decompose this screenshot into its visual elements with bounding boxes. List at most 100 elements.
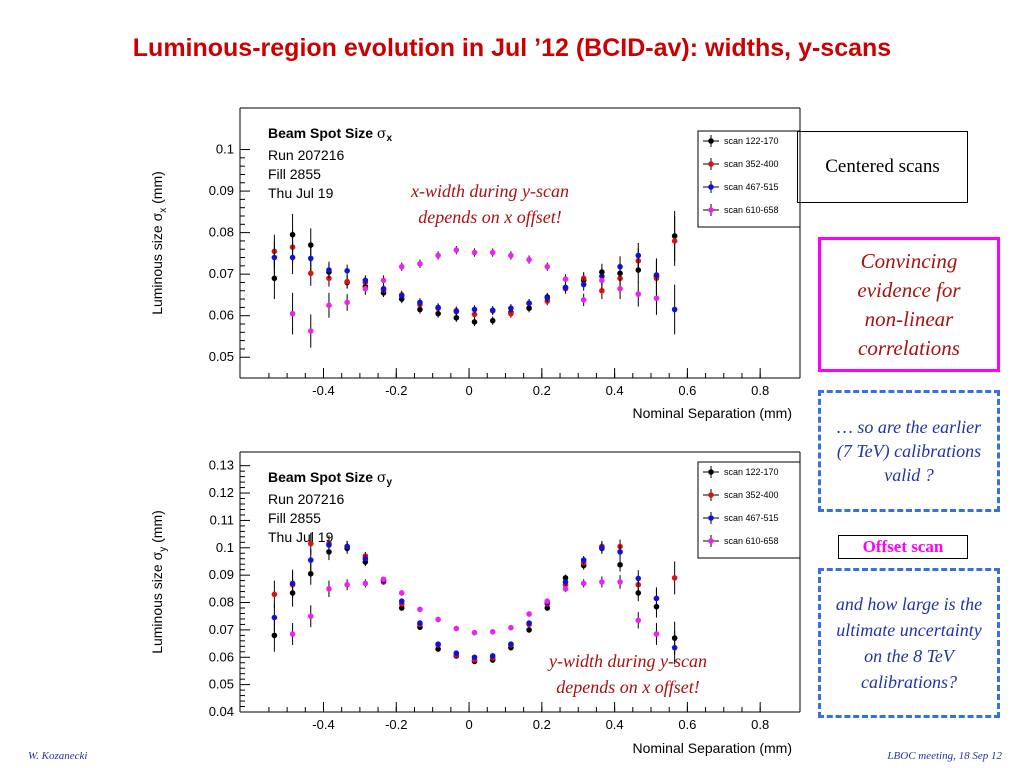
x-tick-label: -0.4 xyxy=(312,383,334,398)
data-point xyxy=(617,561,623,568)
plot-info-line: Run 207216 xyxy=(268,491,345,507)
data-point xyxy=(562,575,569,581)
data-point xyxy=(489,249,496,256)
data-point xyxy=(562,579,569,585)
x-width-note: x-width during y-scan depends on x offse… xyxy=(370,178,610,230)
x-tick-label: 0.2 xyxy=(533,717,551,732)
data-point xyxy=(435,641,441,647)
x-tick-label: 0.4 xyxy=(606,717,624,732)
data-point xyxy=(417,306,423,313)
data-point xyxy=(599,287,605,294)
data-point xyxy=(580,297,587,303)
convincing-line-3: non-linear xyxy=(864,306,954,331)
centered-scans-box: Centered scans xyxy=(797,131,968,203)
data-point xyxy=(471,319,478,325)
data-point xyxy=(398,292,405,299)
y-tick-label: 0.06 xyxy=(209,308,234,323)
legend-entry: scan 610-658 xyxy=(724,536,779,546)
data-point xyxy=(544,605,551,611)
data-point xyxy=(544,263,551,270)
data-point xyxy=(362,285,369,292)
data-point xyxy=(307,540,314,547)
calibrations-valid-text: … so are the earlier (7 TeV) calibration… xyxy=(836,417,982,485)
uncertainty-box: and how large is the ultimate uncertaint… xyxy=(818,568,1000,718)
data-point xyxy=(580,580,587,587)
y-width-note: y-width during y-scan depends on x offse… xyxy=(512,648,744,700)
data-point xyxy=(617,579,623,585)
legend-marker xyxy=(708,515,714,521)
legend-marker xyxy=(708,138,714,144)
data-point xyxy=(435,616,441,623)
data-point xyxy=(489,307,496,314)
data-point xyxy=(635,617,642,624)
data-point xyxy=(271,614,278,621)
data-point xyxy=(435,304,441,311)
offset-scan-label: Offset scan xyxy=(862,537,944,556)
data-point xyxy=(599,277,605,284)
data-point xyxy=(307,613,314,620)
calibrations-valid-box: … so are the earlier (7 TeV) calibration… xyxy=(818,390,1000,512)
data-point xyxy=(289,310,296,317)
data-point xyxy=(326,586,332,592)
data-point xyxy=(471,249,478,256)
x-tick-label: 0.6 xyxy=(678,717,696,732)
data-point xyxy=(289,254,296,261)
data-point xyxy=(344,581,350,588)
legend-entry: scan 352-400 xyxy=(724,159,779,169)
y-tick-label: 0.13 xyxy=(209,458,234,473)
plot-info-line: Fill 2855 xyxy=(268,510,321,526)
data-point xyxy=(435,646,441,652)
y-tick-label: 0.08 xyxy=(209,225,234,240)
data-point xyxy=(398,263,405,270)
data-point xyxy=(344,278,350,285)
legend-marker xyxy=(708,207,714,213)
data-point xyxy=(271,254,278,261)
data-point xyxy=(508,305,514,312)
data-point xyxy=(653,295,660,302)
data-point xyxy=(398,598,405,604)
data-point xyxy=(307,570,314,577)
data-point xyxy=(562,284,569,291)
convincing-evidence-box: Convincing evidence for non-linear corre… xyxy=(818,237,1000,372)
data-point xyxy=(508,252,514,259)
data-point xyxy=(417,606,423,613)
data-point xyxy=(617,263,623,270)
centered-scans-label: Centered scans xyxy=(825,156,940,177)
y-tick-label: 0.08 xyxy=(209,595,234,610)
x-tick-label: 0 xyxy=(465,717,472,732)
x-tick-label: 0.6 xyxy=(678,383,696,398)
data-point xyxy=(653,272,660,278)
x-tick-label: -0.4 xyxy=(312,717,334,732)
data-point xyxy=(617,285,623,292)
data-point xyxy=(435,252,441,259)
legend-entry: scan 610-658 xyxy=(724,205,779,215)
data-point xyxy=(599,544,605,551)
legend-entry: scan 352-400 xyxy=(724,490,779,500)
data-point xyxy=(526,305,532,312)
y-tick-label: 0.07 xyxy=(209,266,234,281)
data-point xyxy=(544,598,551,604)
data-point xyxy=(417,299,423,306)
x-note-line-2: depends on x offset! xyxy=(418,207,562,227)
x-tick-label: 0.8 xyxy=(751,383,769,398)
y-note-line-1: y-width during y-scan xyxy=(549,651,707,671)
data-point xyxy=(671,238,678,244)
data-point xyxy=(562,276,569,282)
data-point xyxy=(580,281,587,288)
convincing-line-4: correlations xyxy=(858,335,960,360)
data-point xyxy=(544,295,551,301)
data-point xyxy=(271,632,278,639)
convincing-line-2: evidence for xyxy=(857,277,961,302)
footer-author: W. Kozanecki xyxy=(28,750,88,762)
data-point xyxy=(508,624,514,631)
data-point xyxy=(453,308,460,315)
data-point xyxy=(453,247,460,253)
plot-info-line: Run 207216 xyxy=(268,147,345,163)
y-tick-label: 0.1 xyxy=(216,142,234,157)
slide-title: Luminous-region evolution in Jul ’12 (BC… xyxy=(132,34,892,62)
data-point xyxy=(653,595,660,602)
data-point xyxy=(307,557,314,563)
data-point xyxy=(599,579,605,585)
